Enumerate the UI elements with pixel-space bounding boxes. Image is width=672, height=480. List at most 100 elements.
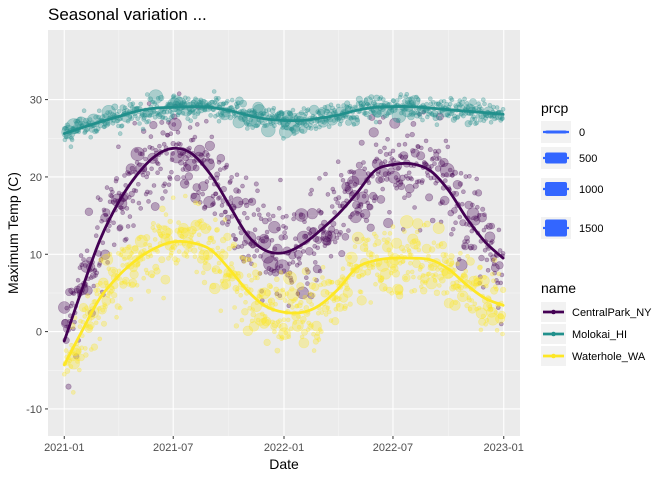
scatter-point bbox=[457, 290, 469, 302]
scatter-point bbox=[432, 161, 437, 166]
scatter-point bbox=[251, 262, 258, 268]
scatter-point bbox=[282, 234, 289, 240]
scatter-point bbox=[82, 130, 87, 135]
scatter-point bbox=[208, 158, 215, 165]
scatter-point bbox=[83, 117, 89, 124]
scatter-point bbox=[335, 200, 340, 205]
scatter-point bbox=[436, 101, 442, 107]
scatter-point bbox=[396, 117, 401, 123]
scatter-point bbox=[248, 117, 254, 123]
scatter-point bbox=[175, 108, 182, 115]
scatter-point bbox=[314, 236, 323, 244]
scatter-point bbox=[468, 245, 473, 251]
scatter-point bbox=[321, 236, 331, 246]
scatter-point bbox=[317, 176, 322, 181]
scatter-point bbox=[125, 170, 130, 175]
scatter-point bbox=[233, 323, 240, 329]
scatter-point bbox=[71, 326, 76, 332]
scatter-point bbox=[64, 305, 69, 311]
scatter-point bbox=[348, 116, 354, 121]
scatter-point bbox=[349, 210, 362, 224]
scatter-point bbox=[346, 228, 351, 233]
scatter-point bbox=[349, 191, 355, 197]
scatter-point bbox=[500, 286, 507, 294]
scatter-point bbox=[328, 253, 334, 259]
scatter-point bbox=[108, 187, 114, 192]
scatter-point bbox=[466, 257, 475, 266]
scatter-point bbox=[415, 110, 421, 116]
scatter-point bbox=[397, 182, 406, 191]
scatter-point bbox=[315, 109, 321, 114]
scatter-point bbox=[241, 239, 248, 246]
scatter-point bbox=[278, 110, 285, 117]
scatter-point bbox=[450, 173, 455, 178]
scatter-point bbox=[320, 230, 326, 235]
scatter-point bbox=[69, 300, 75, 306]
scatter-point bbox=[371, 262, 377, 268]
scatter-point bbox=[155, 161, 161, 167]
scatter-point bbox=[96, 114, 101, 120]
scatter-point bbox=[439, 199, 445, 205]
scatter-point bbox=[465, 105, 470, 110]
scatter-point bbox=[418, 262, 425, 269]
scatter-point bbox=[112, 198, 118, 203]
scatter-point bbox=[303, 275, 309, 281]
scatter-point bbox=[235, 100, 241, 106]
scatter-point bbox=[305, 247, 314, 256]
scatter-point bbox=[247, 108, 252, 113]
scatter-point bbox=[217, 195, 222, 200]
scatter-point bbox=[324, 104, 332, 111]
scatter-point bbox=[340, 115, 346, 121]
scatter-point bbox=[181, 151, 187, 157]
scatter-point bbox=[98, 197, 103, 202]
scatter-point bbox=[447, 167, 453, 173]
scatter-point bbox=[492, 270, 498, 276]
scatter-point bbox=[429, 156, 435, 162]
scatter-point bbox=[269, 108, 276, 114]
scatter-point bbox=[193, 96, 198, 102]
scatter-point bbox=[341, 233, 350, 241]
scatter-point bbox=[239, 99, 247, 108]
scatter-point bbox=[397, 95, 403, 100]
scatter-point bbox=[261, 122, 276, 138]
scatter-point bbox=[305, 281, 310, 286]
scatter-point bbox=[187, 125, 193, 130]
scatter-point bbox=[320, 236, 325, 241]
scatter-point bbox=[352, 181, 358, 187]
scatter-point bbox=[122, 237, 128, 243]
scatter-point bbox=[143, 234, 151, 242]
scatter-point bbox=[491, 104, 496, 110]
y-tick-label: 30 bbox=[30, 95, 42, 107]
scatter-point bbox=[461, 189, 466, 194]
scatter-point bbox=[393, 183, 398, 188]
scatter-point bbox=[348, 179, 354, 185]
scatter-point bbox=[169, 110, 175, 115]
scatter-point bbox=[133, 113, 138, 119]
scatter-point bbox=[266, 266, 272, 271]
scatter-point bbox=[477, 280, 483, 286]
scatter-point bbox=[109, 193, 115, 199]
scatter-point bbox=[438, 160, 446, 168]
scatter-point bbox=[487, 102, 493, 108]
scatter-point bbox=[183, 163, 192, 173]
scatter-point bbox=[462, 239, 467, 244]
scatter-point bbox=[398, 179, 404, 185]
scatter-point bbox=[268, 221, 281, 234]
scatter-point bbox=[347, 104, 353, 109]
scatter-point bbox=[420, 178, 425, 183]
scatter-point bbox=[288, 275, 293, 281]
scatter-point bbox=[494, 278, 499, 283]
scatter-point bbox=[248, 198, 254, 204]
scatter-point bbox=[109, 297, 116, 304]
scatter-point bbox=[125, 118, 131, 124]
scatter-point bbox=[363, 96, 373, 106]
scatter-point bbox=[85, 293, 91, 299]
scatter-point bbox=[213, 191, 219, 197]
scatter-point bbox=[475, 114, 481, 119]
scatter-point bbox=[196, 110, 201, 115]
scatter-point bbox=[380, 115, 386, 120]
scatter-point bbox=[201, 205, 208, 211]
scatter-point bbox=[139, 112, 145, 117]
scatter-point bbox=[304, 108, 310, 113]
scatter-point bbox=[473, 216, 479, 222]
